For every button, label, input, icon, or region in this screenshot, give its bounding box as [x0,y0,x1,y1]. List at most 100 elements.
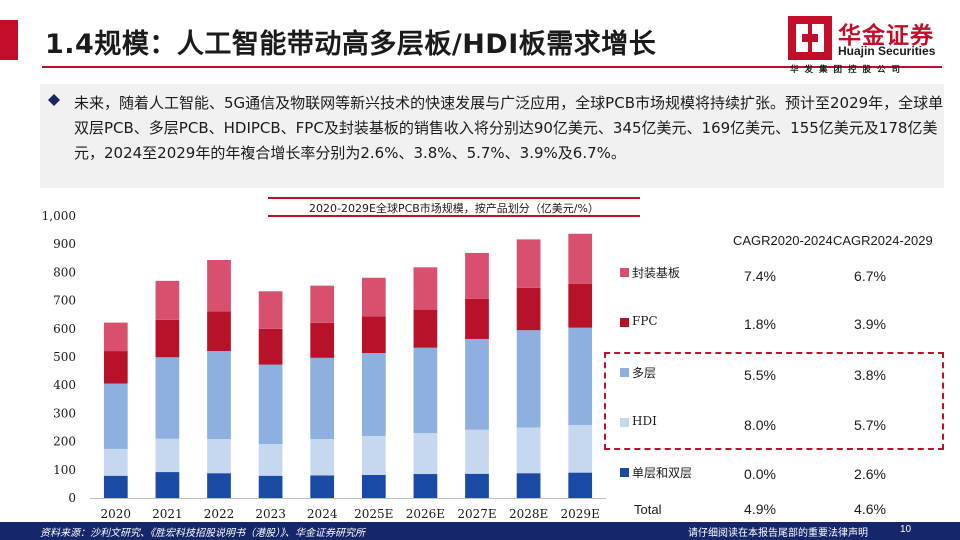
bar-segment [155,357,180,439]
summary-text: 未来，随着人工智能、5G通信及物联网等新兴技术的快速发展与广泛应用，全球PCB市… [74,94,944,162]
x-tick-label: 2027E [457,507,496,521]
x-tick-label: 2029E [561,507,600,521]
legend-swatch [620,318,629,327]
bar-segment [568,424,593,473]
bar-segment [155,319,180,358]
legend-swatch [620,368,629,377]
bar-segment [516,239,541,288]
legend-swatch [620,418,629,427]
y-tick-label: 300 [53,406,76,420]
cagr-total-2020-2024: 4.9% [744,501,776,517]
y-tick-label: 0 [68,491,76,505]
bar-segment [103,322,128,352]
bar-segment [155,438,180,473]
bar-segment [361,435,386,475]
bar-segment [310,475,335,498]
y-tick-label: 100 [53,463,76,477]
title-divider [42,66,942,68]
stacked-bar-chart: 0 100 200 300 400 500 600 700 800 900 1,000 2020 202… [42,209,606,521]
bar-segment [516,287,541,331]
cagr-header-2020-2024: CAGR2020-2024 [733,233,833,248]
x-tick-label: 2025E [354,507,393,521]
logo-chinese-name: 华金证券 [838,23,934,49]
y-tick-label: 600 [53,322,76,336]
legend-label: 单层和双层 [632,466,693,480]
logo-english-name: Huajin Securities [838,44,936,58]
legend-swatch [620,468,629,477]
footer-legal-notice: 请仔细阅读在本报告尾部的重要法律声明 [688,528,868,539]
legend-label: 多层 [632,366,657,380]
bar-segment [103,351,128,384]
page-title: 1.4规模：人工智能带动高多层板/HDI板需求增长 [45,29,657,60]
bar-segment [155,280,180,320]
bar-segment [361,353,386,436]
legend-label: FPC [632,314,658,328]
footer-source: 资料来源：沙利文研究、《胜宏科技招股说明书（港股）》、华金证券研究所 [40,528,365,539]
bar-segment [258,328,283,365]
bar-segment [155,472,180,498]
x-tick-label: 2021 [152,507,183,521]
bar-segment [310,439,335,476]
bar-segment [103,475,128,498]
huajin-logo-icon [788,16,832,60]
total-label: Total [634,502,662,517]
y-tick-label: 500 [53,350,76,364]
cagr-multilayer-2024-2029: 3.8% [854,367,886,383]
y-tick-label: 700 [53,294,76,308]
bar-segment [413,267,438,310]
bar-segment [516,473,541,498]
cagr-fpc-2020-2024: 1.8% [744,316,776,332]
highlight-dashed-box [604,352,944,450]
title-accent-bar [0,20,18,60]
cagr-packaging-2020-2024: 7.4% [744,268,776,284]
bar-segment [516,330,541,428]
chart-title: 2020-2029E全球PCB市场规模，按产品划分（亿美元/%） [309,202,599,215]
bar-segment [568,283,593,328]
bar-segment [258,291,283,329]
cagr-fpc-2024-2029: 3.9% [854,316,886,332]
summary-box [40,84,944,188]
bar-segment [465,338,489,430]
bar-segment [103,448,128,476]
bar-segment [103,383,128,449]
x-tick-label: 2022 [204,507,235,521]
cagr-single-double-2024-2029: 2.6% [854,466,886,482]
diamond-bullet-icon [48,94,60,106]
x-tick-label: 2028E [509,507,548,521]
page-number: 10 [900,524,912,535]
bar-segment [465,473,489,498]
header: 1.4规模：人工智能带动高多层板/HDI板需求增长 [0,0,960,70]
company-logo: 华金证券 Huajin Securities 华发集团控股公司 [788,16,948,76]
x-tick-label: 2020 [101,507,132,521]
bar-segment [568,472,593,498]
y-tick-label: 800 [53,265,76,279]
bar-segment [207,473,231,498]
bar-segment [361,474,386,498]
x-tick-label: 2026E [406,507,445,521]
y-tick-label: 200 [53,435,76,449]
legend-label: HDI [632,414,657,428]
bar-segment [413,347,438,434]
bar-segment [258,364,283,445]
bar-segment [465,298,489,339]
bar-segment [310,322,335,358]
y-tick-label: 900 [53,237,76,251]
cagr-multilayer-2020-2024: 5.5% [744,367,776,383]
bar-segment [361,316,386,354]
bar-segment [465,429,489,474]
cagr-single-double-2020-2024: 0.0% [744,466,776,482]
bar-segment [568,327,593,425]
bar-segment [310,285,335,323]
x-tick-label: 2023 [255,507,286,521]
x-tick-label: 2024 [307,507,338,521]
bar-segment [258,444,283,476]
bar-segment [207,311,231,352]
cagr-hdi-2024-2029: 5.7% [854,417,886,433]
cagr-hdi-2020-2024: 8.0% [744,417,776,433]
bar-segment [516,427,541,474]
legend-swatch [620,268,629,277]
bar-segment [413,309,438,348]
legend-label: 封装基板 [632,266,681,280]
cagr-total-2024-2029: 4.6% [854,501,886,517]
bar-segment [465,252,489,299]
